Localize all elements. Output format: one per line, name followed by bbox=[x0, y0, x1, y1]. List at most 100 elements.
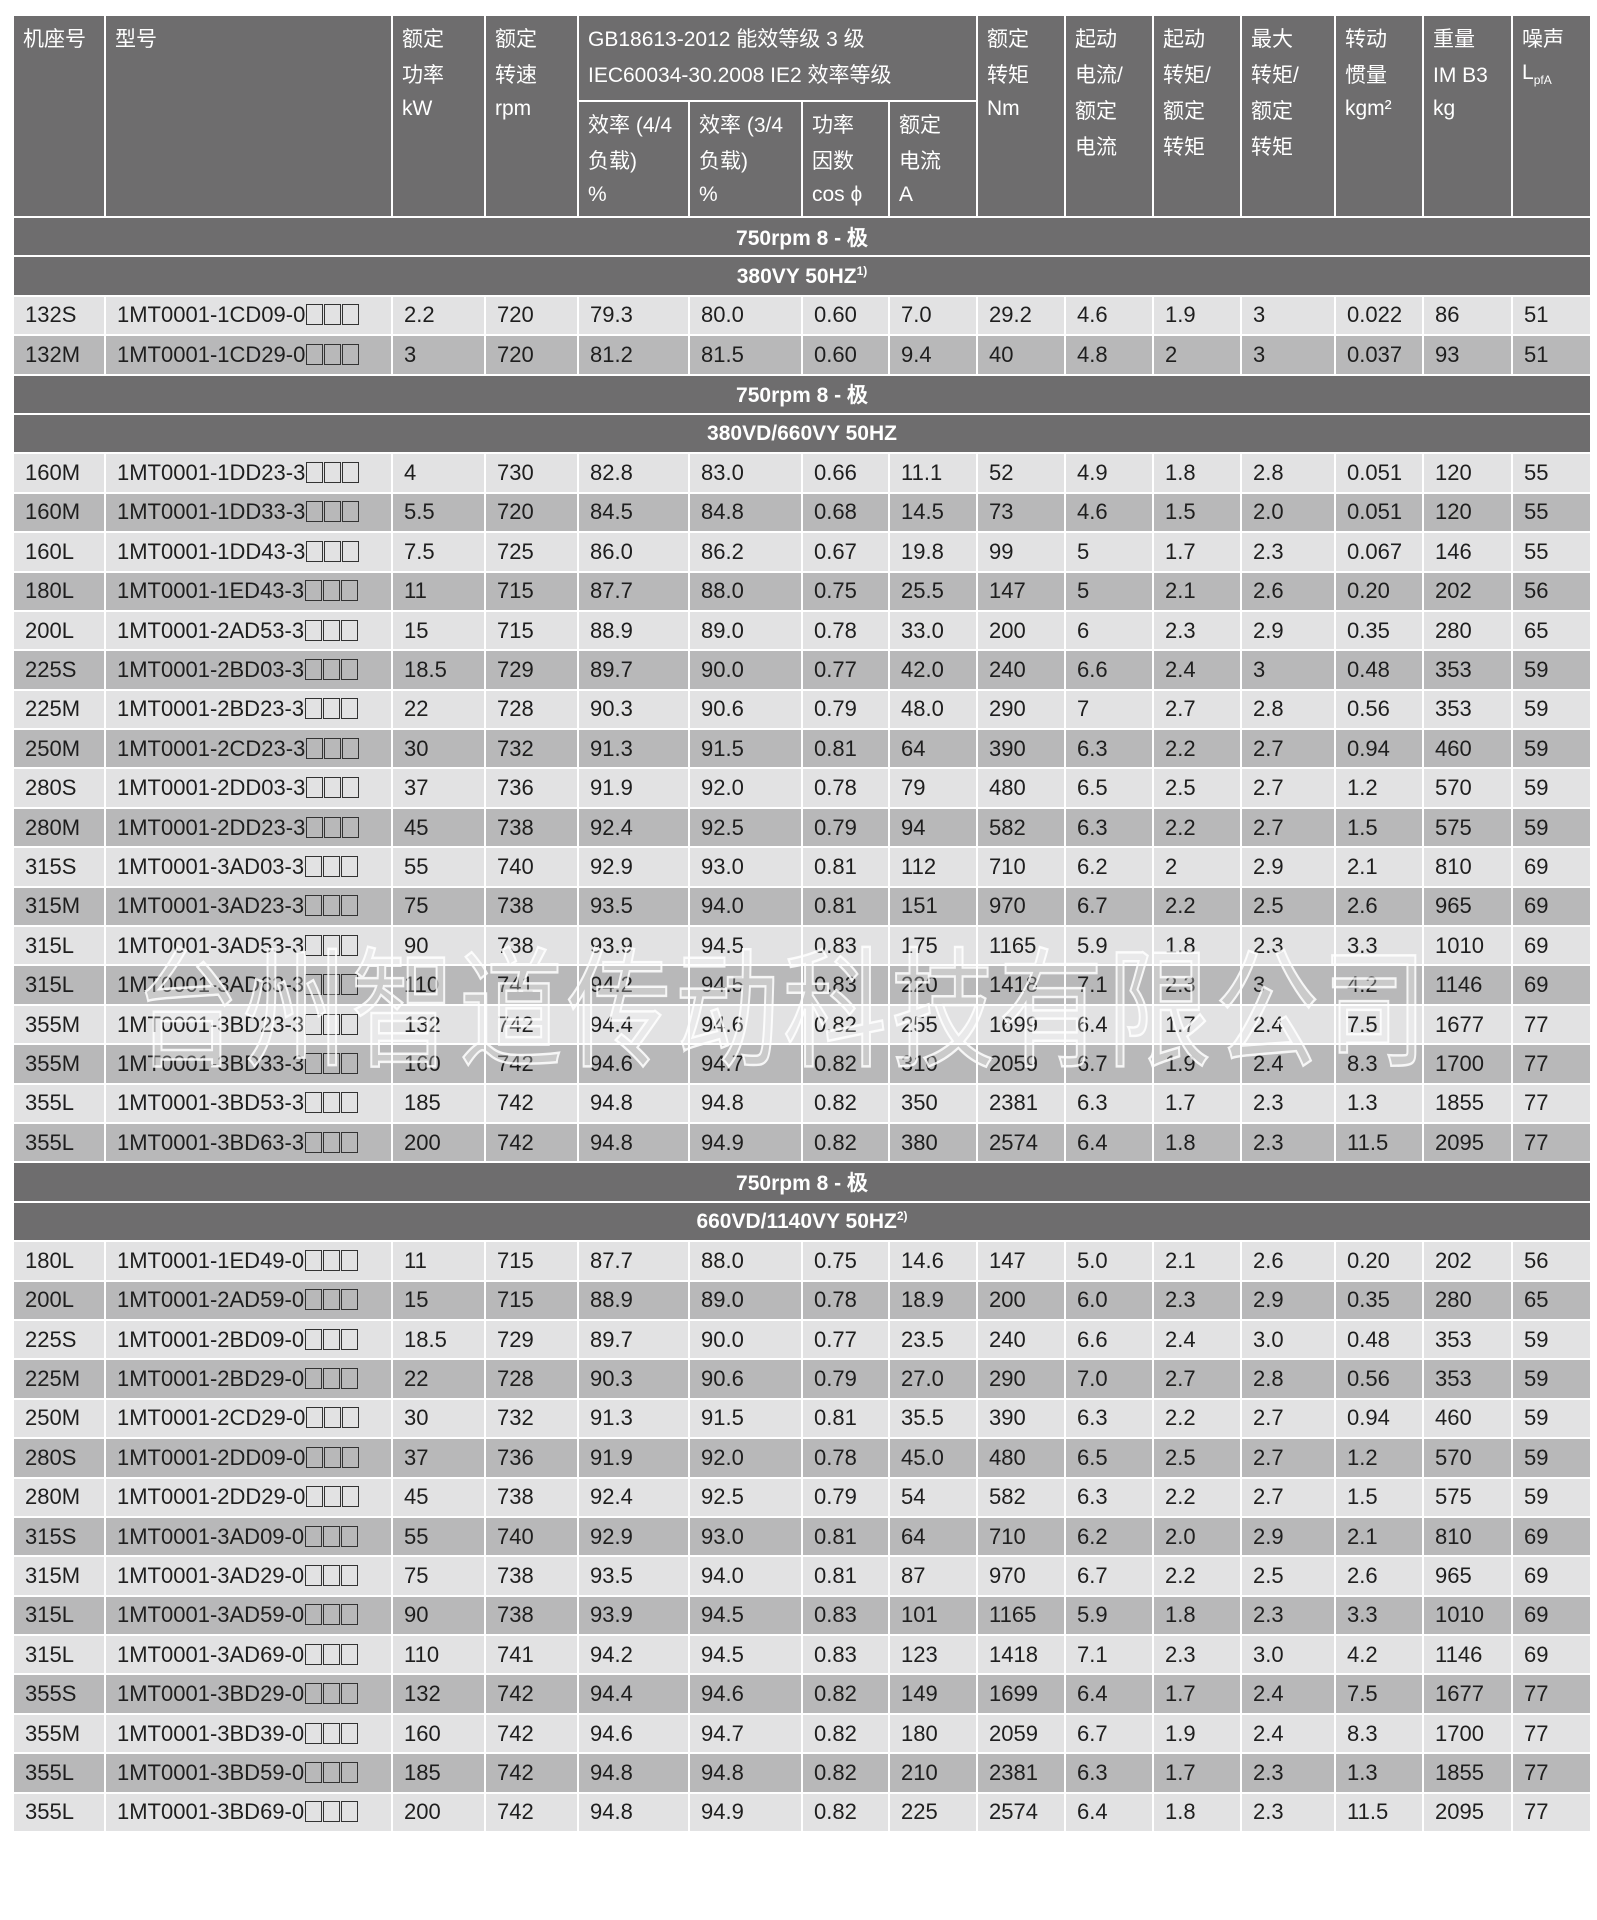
cell-value: 91.5 bbox=[701, 735, 744, 761]
cell-value: 1677 bbox=[1435, 1681, 1484, 1707]
table-cell: 0.83 bbox=[801, 925, 890, 967]
model-number: 1MT0001-2AD53-3 bbox=[117, 617, 305, 643]
cell-value: 0.79 bbox=[814, 696, 857, 722]
placeholder-box-icon bbox=[341, 1052, 359, 1074]
table-cell: 200L bbox=[12, 609, 106, 652]
placeholder-box-icon bbox=[342, 816, 360, 838]
cell-value: 225M bbox=[25, 696, 81, 722]
table-row: 250M 1MT0001-2CD29-0 30 732 91.3 91.5 0.81 35.5… bbox=[12, 1397, 1592, 1440]
table-cell: 94.6 bbox=[577, 1712, 690, 1755]
table-cell: 6.5 bbox=[1064, 1437, 1154, 1479]
cell-value: 77 bbox=[1524, 1681, 1549, 1707]
table-cell: 5.5 bbox=[391, 491, 486, 534]
table-cell: 0.56 bbox=[1334, 1358, 1424, 1400]
cell-value: 1418 bbox=[989, 972, 1038, 998]
table-cell: 2.2 bbox=[1152, 1476, 1242, 1518]
placeholder-box-icon bbox=[342, 737, 360, 759]
cell-value: 51 bbox=[1524, 302, 1549, 328]
table-cell: 315L bbox=[12, 1634, 106, 1676]
header-cell-content: GB18613-2012 能效等级 3 级 IEC60034-30.2008 IE… bbox=[579, 16, 976, 100]
table-cell: 59 bbox=[1511, 1358, 1592, 1400]
table-cell: 88.9 bbox=[577, 609, 690, 652]
header-label: 噪声 bbox=[1522, 22, 1582, 58]
cell-value: 65 bbox=[1524, 1287, 1549, 1313]
header-label-line: 额定 bbox=[1163, 100, 1205, 123]
cell-value: 315M bbox=[25, 893, 81, 919]
table-cell: 2.3 bbox=[1152, 609, 1242, 652]
table-cell: 19.8 bbox=[888, 531, 978, 573]
table-cell: 315S bbox=[12, 1515, 106, 1558]
cell-value: 742 bbox=[497, 1050, 534, 1076]
table-cell: 160 bbox=[391, 1043, 486, 1085]
cell-value: 83.0 bbox=[701, 460, 744, 486]
table-cell: 2.1 bbox=[1152, 1240, 1242, 1282]
cell-value: 2.7 bbox=[1165, 696, 1196, 722]
table-cell: 9.4 bbox=[888, 334, 978, 376]
header-cell: 转动 惯量 kgm² bbox=[1334, 14, 1424, 218]
cell-value: 93.0 bbox=[701, 1523, 744, 1549]
placeholder-box-icon bbox=[305, 1643, 323, 1665]
header-cell-content: 效率 (4/4 负载)% bbox=[579, 102, 688, 216]
cell-value: 93 bbox=[1435, 341, 1460, 367]
cell-value: 110 bbox=[404, 1641, 440, 1667]
table-cell: 91.5 bbox=[688, 1397, 803, 1440]
table-cell: 353 bbox=[1422, 1358, 1513, 1400]
cell-value: 353 bbox=[1435, 656, 1472, 682]
table-cell: 94.9 bbox=[688, 1791, 803, 1834]
cell-value: 0.79 bbox=[814, 1484, 857, 1510]
cell-value: 1010 bbox=[1435, 1602, 1484, 1628]
table-cell: 1MT0001-3AD53-3 bbox=[104, 925, 393, 967]
cell-value: 3 bbox=[404, 341, 417, 367]
cell-value: 1700 bbox=[1435, 1720, 1484, 1746]
placeholder-box-icon bbox=[323, 1013, 341, 1035]
table-cell: 91.3 bbox=[577, 728, 690, 770]
cell-value: 970 bbox=[989, 1562, 1026, 1588]
table-cell: 0.83 bbox=[801, 1594, 890, 1637]
table-cell: 14.6 bbox=[888, 1240, 978, 1282]
table-cell: 0.60 bbox=[801, 334, 890, 376]
table-row: 200L 1MT0001-2AD53-3 15 715 88.9 89.0 0.78 33.0… bbox=[12, 609, 1592, 652]
cell-value: 742 bbox=[497, 1011, 534, 1037]
table-cell: 2.1 bbox=[1152, 570, 1242, 612]
table-cell: 89.7 bbox=[577, 649, 690, 691]
placeholder-box-icon bbox=[324, 737, 342, 759]
table-cell: 2.7 bbox=[1152, 1358, 1242, 1400]
table-cell: 6.6 bbox=[1064, 1318, 1154, 1361]
table-cell: 180L bbox=[12, 570, 106, 612]
cell-value: 81.5 bbox=[701, 341, 744, 367]
placeholder-box-icon bbox=[342, 540, 360, 562]
cell-value: 45 bbox=[404, 814, 429, 840]
table-cell: 132M bbox=[12, 334, 106, 376]
header-label-line: 额定 bbox=[899, 114, 941, 137]
cell-value: 1146 bbox=[1435, 972, 1483, 998]
header-label: 效率 (4/4 负载) bbox=[588, 108, 680, 180]
cell-value: 1418 bbox=[989, 1641, 1038, 1667]
table-cell: 77 bbox=[1511, 1791, 1592, 1834]
cell-value: 37 bbox=[404, 1444, 429, 1470]
table-cell: 90.6 bbox=[688, 1358, 803, 1400]
cell-value: 86.2 bbox=[701, 538, 744, 564]
cell-value: 30 bbox=[404, 1405, 429, 1431]
table-cell: 280S bbox=[12, 767, 106, 809]
table-row: 355L 1MT0001-3BD53-3 185 742 94.8 94.8 0.82 350… bbox=[12, 1082, 1592, 1124]
table-cell: 92.9 bbox=[577, 846, 690, 888]
table-cell: 94.5 bbox=[688, 1594, 803, 1637]
table-cell: 480 bbox=[976, 767, 1066, 809]
table-cell: 77 bbox=[1511, 1673, 1592, 1715]
placeholder-box-icon bbox=[342, 501, 360, 523]
cell-value: 75 bbox=[404, 1562, 429, 1588]
table-cell: 353 bbox=[1422, 1318, 1513, 1361]
cell-value: 91.3 bbox=[590, 1405, 633, 1431]
cell-value: 88.0 bbox=[701, 1247, 744, 1273]
table-cell: 225M bbox=[12, 1358, 106, 1400]
table-cell: 6.7 bbox=[1064, 1043, 1154, 1085]
voltage-label: 660VD/1140VY 50HZ bbox=[696, 1209, 897, 1233]
header-cell: 额定 功率 kW bbox=[391, 14, 486, 218]
table-cell: 0.81 bbox=[801, 1555, 890, 1597]
cell-value: 742 bbox=[497, 1681, 534, 1707]
cell-value: 280 bbox=[1435, 617, 1472, 643]
table-cell: 2.9 bbox=[1240, 1515, 1336, 1558]
table-cell: 2.6 bbox=[1240, 570, 1336, 612]
cell-value: 0.82 bbox=[814, 1681, 857, 1707]
table-cell: 0.051 bbox=[1334, 491, 1424, 534]
